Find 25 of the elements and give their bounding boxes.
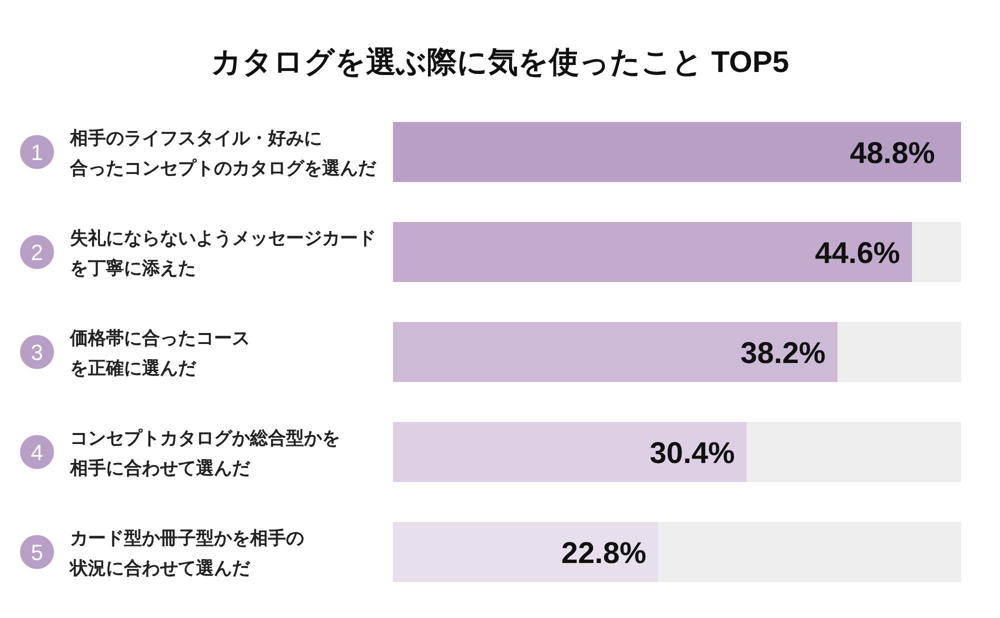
y-tick-label: コンセプトカタログか総合型かを相手に合わせて選んだ xyxy=(69,428,340,478)
data-label: 22.8% xyxy=(561,537,646,570)
data-label: 44.6% xyxy=(815,237,900,270)
data-label: 30.4% xyxy=(650,437,735,470)
bar xyxy=(393,322,838,382)
text: 5 xyxy=(30,540,44,565)
bar xyxy=(393,522,658,582)
bar xyxy=(393,422,747,482)
bar xyxy=(393,222,912,282)
y-tick-label: カード型か冊子型かを相手の状況に合わせて選んだ xyxy=(68,528,304,578)
text: 3 xyxy=(30,340,44,365)
text: 2 xyxy=(30,240,44,265)
chart-title: カタログを選ぶ際に気を使ったこと TOP5 xyxy=(210,46,790,79)
bar xyxy=(746,422,961,482)
data-label: 38.2% xyxy=(740,337,826,370)
text: 1 xyxy=(30,140,44,165)
bar xyxy=(838,322,961,382)
bar xyxy=(393,122,961,182)
data-label: 48.8% xyxy=(850,137,935,170)
text: 4 xyxy=(30,440,44,465)
bar xyxy=(658,522,961,582)
y-tick-label: 価格帯に合ったコースを正確に選んだ xyxy=(69,328,250,378)
bar xyxy=(912,222,961,282)
y-tick-label: 失礼にならないようメッセージカードを丁寧に添えた xyxy=(70,228,376,278)
y-tick-label: 相手のライフスタイル・好みに合ったコンセプトのカタログを選んだ xyxy=(69,128,377,178)
